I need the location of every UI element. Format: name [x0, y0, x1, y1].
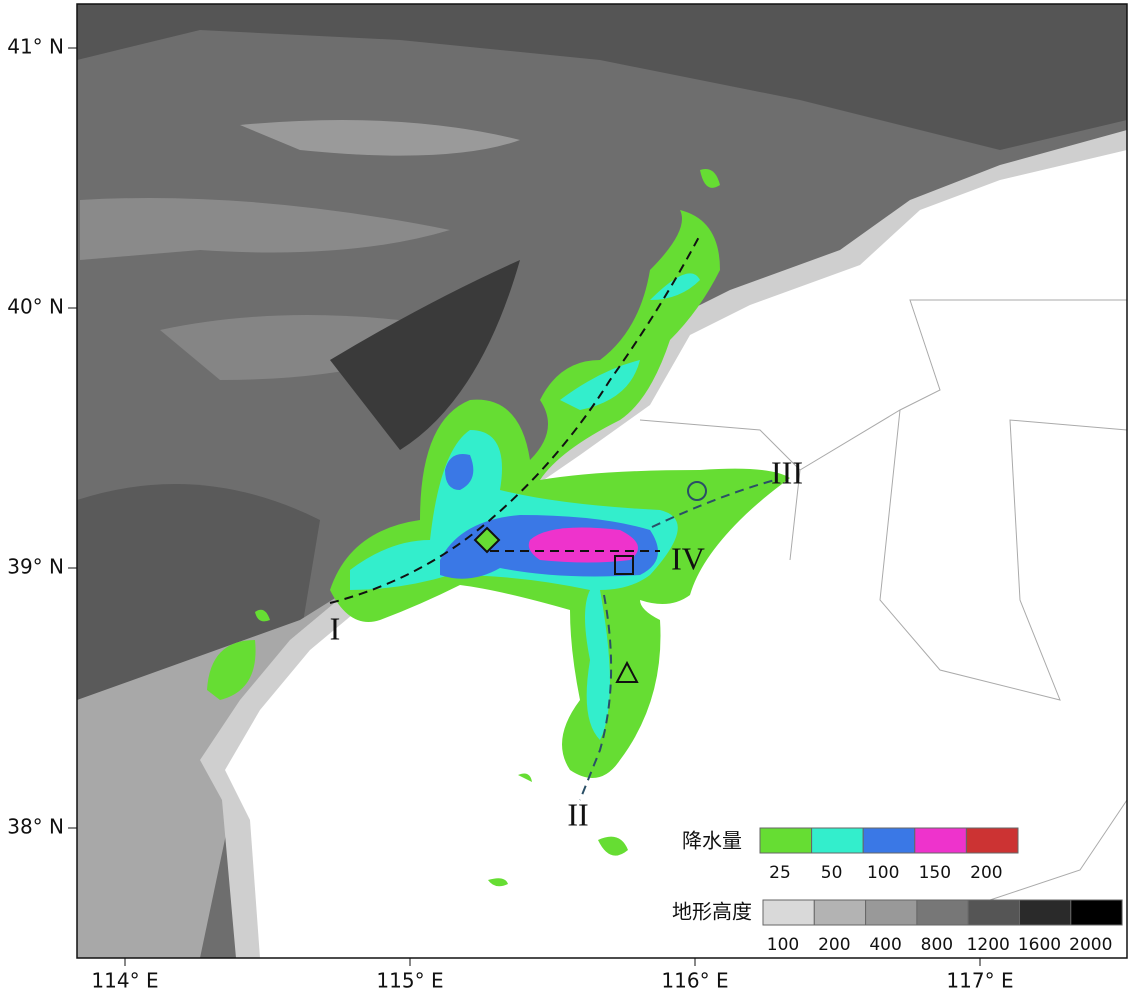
legend-level: 25 [769, 863, 791, 883]
section-label: IV [671, 540, 705, 576]
legend-level: 400 [869, 935, 901, 955]
lon-label: 115° E [376, 969, 443, 993]
section-label: I [330, 610, 341, 646]
legend-level: 50 [821, 863, 843, 883]
legend-level: 200 [818, 935, 850, 955]
legend-swatch [762, 899, 815, 926]
legend-swatch [965, 827, 1019, 854]
legend-swatch [759, 827, 813, 854]
legend-level: 2000 [1069, 935, 1112, 955]
lat-label: 40° N [7, 295, 64, 319]
lon-label: 114° E [91, 969, 158, 993]
section-lines [329, 234, 776, 801]
lat-label: 41° N [7, 35, 64, 59]
precipitation [207, 169, 790, 887]
dynamic: 41° N 40° N 39° N 38° N 114° E 115° E 116° E 11… [7, 35, 1123, 993]
legend-level: 800 [921, 935, 953, 955]
lat-label: 39° N [7, 555, 64, 579]
legend-level: 150 [919, 863, 951, 883]
legend-swatch [1019, 899, 1072, 926]
section-label: II [567, 796, 588, 832]
lon-label: 116° E [661, 969, 728, 993]
legend-swatch [916, 899, 969, 926]
legend-swatch [967, 899, 1021, 926]
legend-level: 100 [867, 863, 899, 883]
legend-swatch [865, 899, 918, 926]
legend-level: 200 [970, 863, 1002, 883]
legend-swatch [811, 827, 864, 854]
lat-label: 38° N [7, 815, 64, 839]
legend-swatch [862, 827, 916, 854]
terrain-legend-title: 地形高度 [672, 900, 752, 924]
legend-level: 100 [767, 935, 799, 955]
legend-level: 1600 [1018, 935, 1061, 955]
precip-legend-title: 降水量 [682, 829, 742, 853]
lon-label: 117° E [946, 969, 1013, 993]
legend-swatch [1070, 899, 1123, 926]
legend-swatch [813, 899, 867, 926]
section-label: III [771, 454, 803, 490]
legend-swatch [914, 827, 967, 854]
frame [76, 3, 1128, 959]
legend-level: 1200 [967, 935, 1010, 955]
